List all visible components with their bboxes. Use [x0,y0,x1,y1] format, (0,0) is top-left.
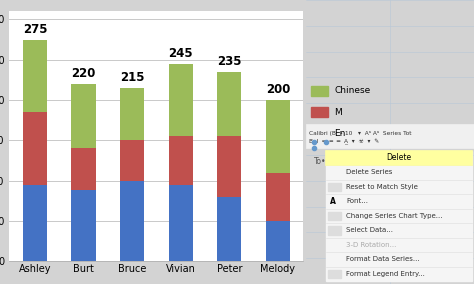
Text: Calibri (B  • 10   ▾  Aᵃ Aᵃ  Series Tot: Calibri (B • 10 ▾ Aᵃ Aᵃ Series Tot [309,131,411,136]
Text: 235: 235 [217,55,242,68]
Bar [328,183,341,191]
Bar [326,151,472,165]
Text: Select Data...: Select Data... [346,227,393,233]
Text: M: M [334,108,342,117]
Text: Font...: Font... [346,198,368,204]
Bar [72,149,96,190]
Text: A: A [330,197,336,206]
Bar [120,140,144,181]
Text: 275: 275 [23,22,47,36]
Bar [23,185,47,261]
Bar [217,197,241,261]
Bar [169,64,193,136]
Text: Format Legend Entry...: Format Legend Entry... [346,271,425,277]
Bar [23,39,47,112]
Bar [311,107,328,117]
Bar [23,112,47,185]
Bar [266,221,290,261]
Bar [266,100,290,173]
Bar [169,136,193,185]
Text: 200: 200 [265,83,290,96]
Text: 245: 245 [168,47,193,60]
Text: Chinese: Chinese [334,86,371,95]
Bar [72,84,96,149]
Bar [120,181,144,261]
Bar [326,151,472,281]
Bar [120,88,144,140]
Text: Delete: Delete [387,153,412,162]
Bar [328,226,341,235]
Bar [311,129,328,139]
Text: En: En [334,129,346,138]
Bar [311,86,328,96]
Text: Change Series Chart Type...: Change Series Chart Type... [346,213,443,219]
Text: Delete Series: Delete Series [346,169,392,175]
Bar [306,124,474,148]
Text: B  I  ═  ═  ═  A̲  ▾  ☣  ▾  ✎: B I ═ ═ ═ A̲ ▾ ☣ ▾ ✎ [309,139,379,145]
Text: Reset to Match Style: Reset to Match Style [346,184,418,190]
Bar [328,212,341,220]
Bar [217,72,241,136]
Text: 3-D Rotation...: 3-D Rotation... [346,242,396,248]
Bar [266,173,290,221]
Bar [169,185,193,261]
Text: 215: 215 [120,71,145,84]
Bar [328,270,341,278]
Bar [72,190,96,261]
Text: Format Data Series...: Format Data Series... [346,256,420,262]
Bar [217,136,241,197]
Text: To••: To•• [314,157,331,166]
Text: 220: 220 [72,67,96,80]
